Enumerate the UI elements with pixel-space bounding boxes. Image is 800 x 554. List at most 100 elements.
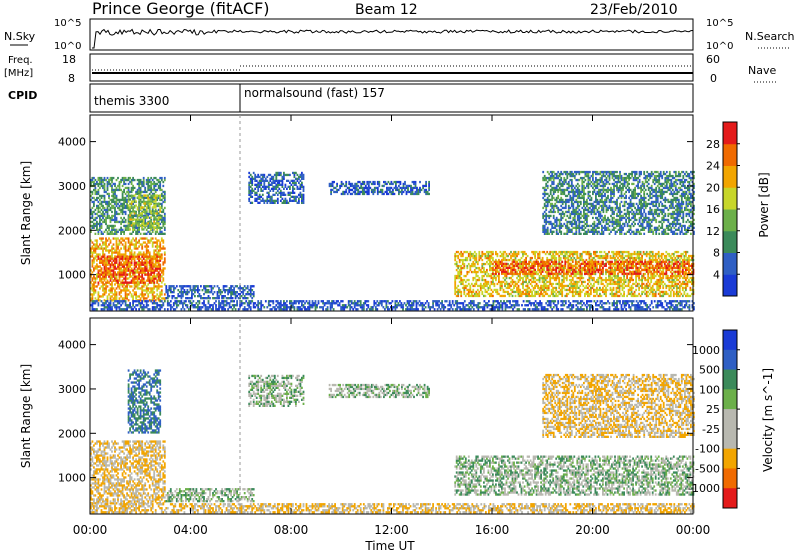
echo-cell <box>599 250 601 254</box>
echo-cell <box>590 274 592 278</box>
echo-cell <box>145 267 148 270</box>
echo-cell <box>97 299 100 302</box>
echo-cell <box>129 263 131 266</box>
echo-cell <box>251 285 254 288</box>
echo-cell <box>293 181 296 184</box>
echo-cell <box>674 266 677 270</box>
echo-cell <box>528 264 530 268</box>
echo-cell <box>656 252 659 256</box>
echo-cell <box>105 275 107 278</box>
echo-cell <box>91 245 94 248</box>
echo-cell <box>460 276 463 280</box>
echo-cell <box>585 250 588 254</box>
echo-cell <box>103 212 106 216</box>
echo-cell <box>376 190 379 194</box>
echo-cell <box>517 286 520 290</box>
echo-cell <box>124 192 127 196</box>
echo-cell <box>130 214 133 218</box>
echo-cell <box>455 260 458 264</box>
echo-cell <box>141 243 144 246</box>
echo-cell <box>160 188 163 192</box>
echo-cell <box>627 254 630 258</box>
echo-cell <box>236 285 238 288</box>
echo-cell <box>111 228 113 231</box>
echo-cell <box>96 241 98 244</box>
echo-cell <box>686 292 689 296</box>
echo-cell <box>148 279 151 282</box>
echo-cell <box>618 280 621 284</box>
echo-cell <box>390 192 393 196</box>
echo-cell <box>650 258 653 262</box>
echo-cell <box>653 282 656 286</box>
echo-cell <box>460 294 463 298</box>
echo-cell <box>529 294 532 298</box>
echo-cell <box>558 280 561 284</box>
echo-cell <box>609 278 612 282</box>
echo-cell <box>290 191 293 194</box>
echo-cell <box>538 264 541 268</box>
echo-cell <box>591 262 594 266</box>
echo-cell <box>611 290 613 294</box>
echo-cell <box>588 250 591 254</box>
echo-cell <box>162 208 165 212</box>
echo-cell <box>109 224 112 228</box>
echo-cell <box>547 286 550 290</box>
echo-cell <box>130 224 133 227</box>
echo-cell <box>156 275 159 278</box>
echo-cell <box>130 257 133 260</box>
echo-cell <box>91 279 94 282</box>
echo-cell <box>94 186 97 190</box>
echo-cell <box>630 254 633 258</box>
echo-cell <box>568 288 571 292</box>
echo-cell <box>138 228 140 231</box>
echo-cell <box>144 216 147 219</box>
echo-cell <box>159 259 162 262</box>
echo-cell <box>609 288 612 292</box>
echo-cell <box>102 295 104 298</box>
echo-cell <box>118 200 121 204</box>
echo-cell <box>142 176 145 180</box>
echo-cell <box>156 226 159 229</box>
echo-cell <box>541 278 544 282</box>
echo-cell <box>118 287 121 290</box>
echo-cell <box>123 200 125 204</box>
echo-cell <box>93 261 95 264</box>
echo-cell <box>127 239 130 242</box>
echo-cell <box>493 274 496 278</box>
echo-cell <box>136 255 139 258</box>
echo-cell <box>549 274 552 278</box>
echo-cell <box>118 206 121 210</box>
echo-cell <box>112 198 115 202</box>
echo-cell <box>683 258 686 262</box>
echo-cell <box>132 218 134 221</box>
echo-cell <box>675 288 678 292</box>
echo-cell <box>577 290 580 294</box>
echo-cell <box>550 288 553 292</box>
echo-cell <box>299 185 302 188</box>
echo-cell <box>151 200 154 203</box>
echo-cell <box>681 294 684 298</box>
echo-cell <box>538 294 541 298</box>
echo-cell <box>114 182 116 186</box>
echo-cell <box>289 173 291 177</box>
echo-cell <box>279 195 282 198</box>
echo-cell <box>100 214 103 218</box>
echo-cell <box>99 206 101 210</box>
echo-cell <box>97 291 100 294</box>
echo-cell <box>90 249 92 252</box>
echo-cell <box>144 222 147 225</box>
echo-cell <box>507 286 509 290</box>
echo-cell <box>269 199 272 202</box>
freq-right-tick-top: 60 <box>706 53 720 66</box>
echo-cell <box>129 241 131 244</box>
echo-cell <box>112 271 115 274</box>
echo-cell <box>414 184 417 188</box>
echo-cell <box>458 270 461 274</box>
echo-cell <box>526 276 529 280</box>
echo-cell <box>159 176 162 180</box>
echo-cell <box>126 198 128 202</box>
echo-cell <box>231 289 234 292</box>
echo-cell <box>472 284 475 288</box>
echo-cell <box>219 289 222 292</box>
echo-cell <box>534 280 536 284</box>
